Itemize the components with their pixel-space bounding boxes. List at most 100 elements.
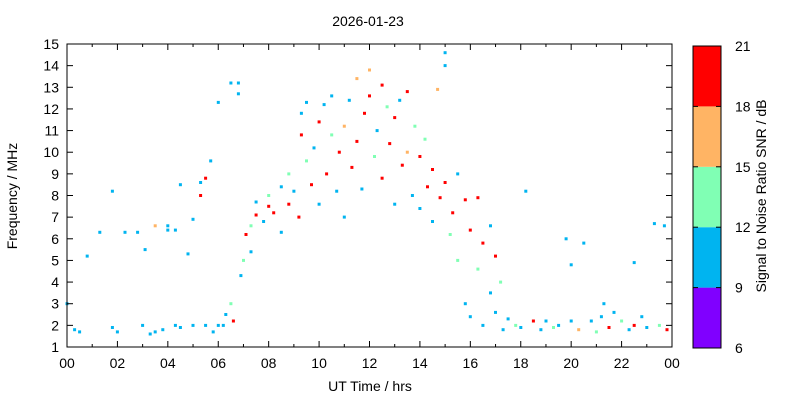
- data-point: [231, 319, 235, 323]
- data-point: [652, 222, 656, 226]
- x-tick-label: 00: [59, 355, 75, 371]
- data-point: [236, 81, 240, 85]
- data-point: [620, 319, 624, 323]
- y-tick-label: 4: [51, 274, 59, 290]
- x-tick-label: 12: [362, 355, 378, 371]
- data-point: [489, 291, 492, 295]
- data-point: [110, 326, 114, 329]
- data-point: [342, 215, 346, 219]
- data-point: [279, 185, 283, 189]
- data-point: [632, 323, 636, 327]
- data-point: [438, 196, 442, 200]
- data-point: [481, 241, 485, 245]
- data-point: [317, 202, 321, 206]
- data-point: [325, 172, 329, 176]
- x-tick-label: 00: [664, 355, 680, 371]
- data-point: [242, 258, 245, 262]
- data-point: [499, 280, 503, 284]
- data-point: [330, 133, 334, 137]
- x-tick-label: 16: [463, 355, 479, 371]
- colorbar-band: [693, 106, 721, 167]
- x-tick-label: 18: [513, 355, 529, 371]
- data-point: [569, 263, 573, 267]
- data-point: [148, 332, 152, 336]
- data-point: [229, 302, 233, 306]
- data-point: [186, 252, 190, 256]
- data-point: [373, 155, 376, 158]
- y-tick-label: 3: [51, 296, 59, 312]
- data-point: [564, 237, 568, 241]
- data-point: [279, 230, 283, 234]
- data-point: [368, 68, 371, 72]
- y-tick-label: 2: [51, 317, 59, 333]
- data-point: [342, 124, 346, 128]
- data-points: [65, 51, 669, 336]
- data-point: [393, 116, 397, 120]
- data-point: [317, 120, 321, 124]
- data-point: [267, 204, 271, 208]
- data-point: [524, 189, 528, 193]
- data-point: [204, 176, 208, 180]
- y-tick-label: 7: [51, 209, 59, 225]
- data-point: [322, 103, 326, 107]
- data-point: [191, 323, 195, 327]
- data-point: [292, 189, 296, 193]
- y-tick-label: 14: [43, 58, 59, 74]
- data-point: [211, 330, 215, 334]
- data-point: [305, 100, 308, 104]
- data-point: [297, 215, 301, 219]
- data-point: [347, 98, 351, 102]
- data-point: [310, 183, 313, 187]
- x-axis-label: UT Time / hrs: [328, 378, 412, 394]
- y-tick-label: 8: [51, 188, 59, 204]
- data-point: [632, 261, 636, 265]
- data-point: [426, 185, 429, 189]
- y-tick-label: 9: [51, 166, 59, 182]
- data-point: [229, 81, 233, 85]
- data-point: [501, 328, 505, 332]
- x-tick-label: 10: [311, 355, 327, 371]
- data-point: [216, 323, 220, 327]
- data-point: [418, 207, 422, 210]
- data-point: [350, 165, 354, 169]
- data-point: [640, 315, 644, 319]
- data-point: [451, 211, 455, 215]
- data-point: [582, 241, 586, 245]
- data-point: [393, 202, 397, 206]
- x-tick-label: 02: [110, 355, 126, 371]
- colorbar-band: [693, 227, 721, 288]
- colorbar-band: [693, 287, 721, 348]
- data-point: [602, 302, 606, 306]
- data-point: [221, 323, 225, 327]
- plot-frame: [66, 43, 673, 348]
- data-point: [506, 317, 510, 321]
- data-point: [431, 220, 434, 223]
- data-point: [612, 310, 616, 314]
- data-point: [443, 181, 447, 184]
- colorbar-band: [693, 166, 721, 228]
- data-point: [191, 217, 195, 221]
- data-point: [662, 224, 666, 228]
- y-tick-label: 13: [43, 79, 59, 95]
- data-point: [153, 330, 157, 334]
- data-point: [98, 230, 102, 234]
- data-point: [569, 319, 573, 323]
- data-point: [299, 133, 303, 137]
- data-point: [489, 224, 492, 228]
- data-point: [267, 194, 271, 197]
- x-tick-label: 14: [412, 355, 428, 371]
- data-point: [78, 330, 82, 334]
- data-point: [123, 230, 127, 234]
- data-point: [418, 155, 422, 158]
- data-point: [463, 198, 467, 202]
- data-point: [166, 224, 170, 228]
- data-point: [514, 323, 518, 327]
- data-point: [431, 168, 434, 171]
- y-axis-label: Frequency / MHz: [4, 143, 20, 250]
- data-point: [380, 176, 384, 180]
- data-point: [312, 146, 316, 150]
- data-point: [173, 228, 177, 232]
- data-point: [368, 94, 371, 98]
- data-point: [443, 51, 447, 55]
